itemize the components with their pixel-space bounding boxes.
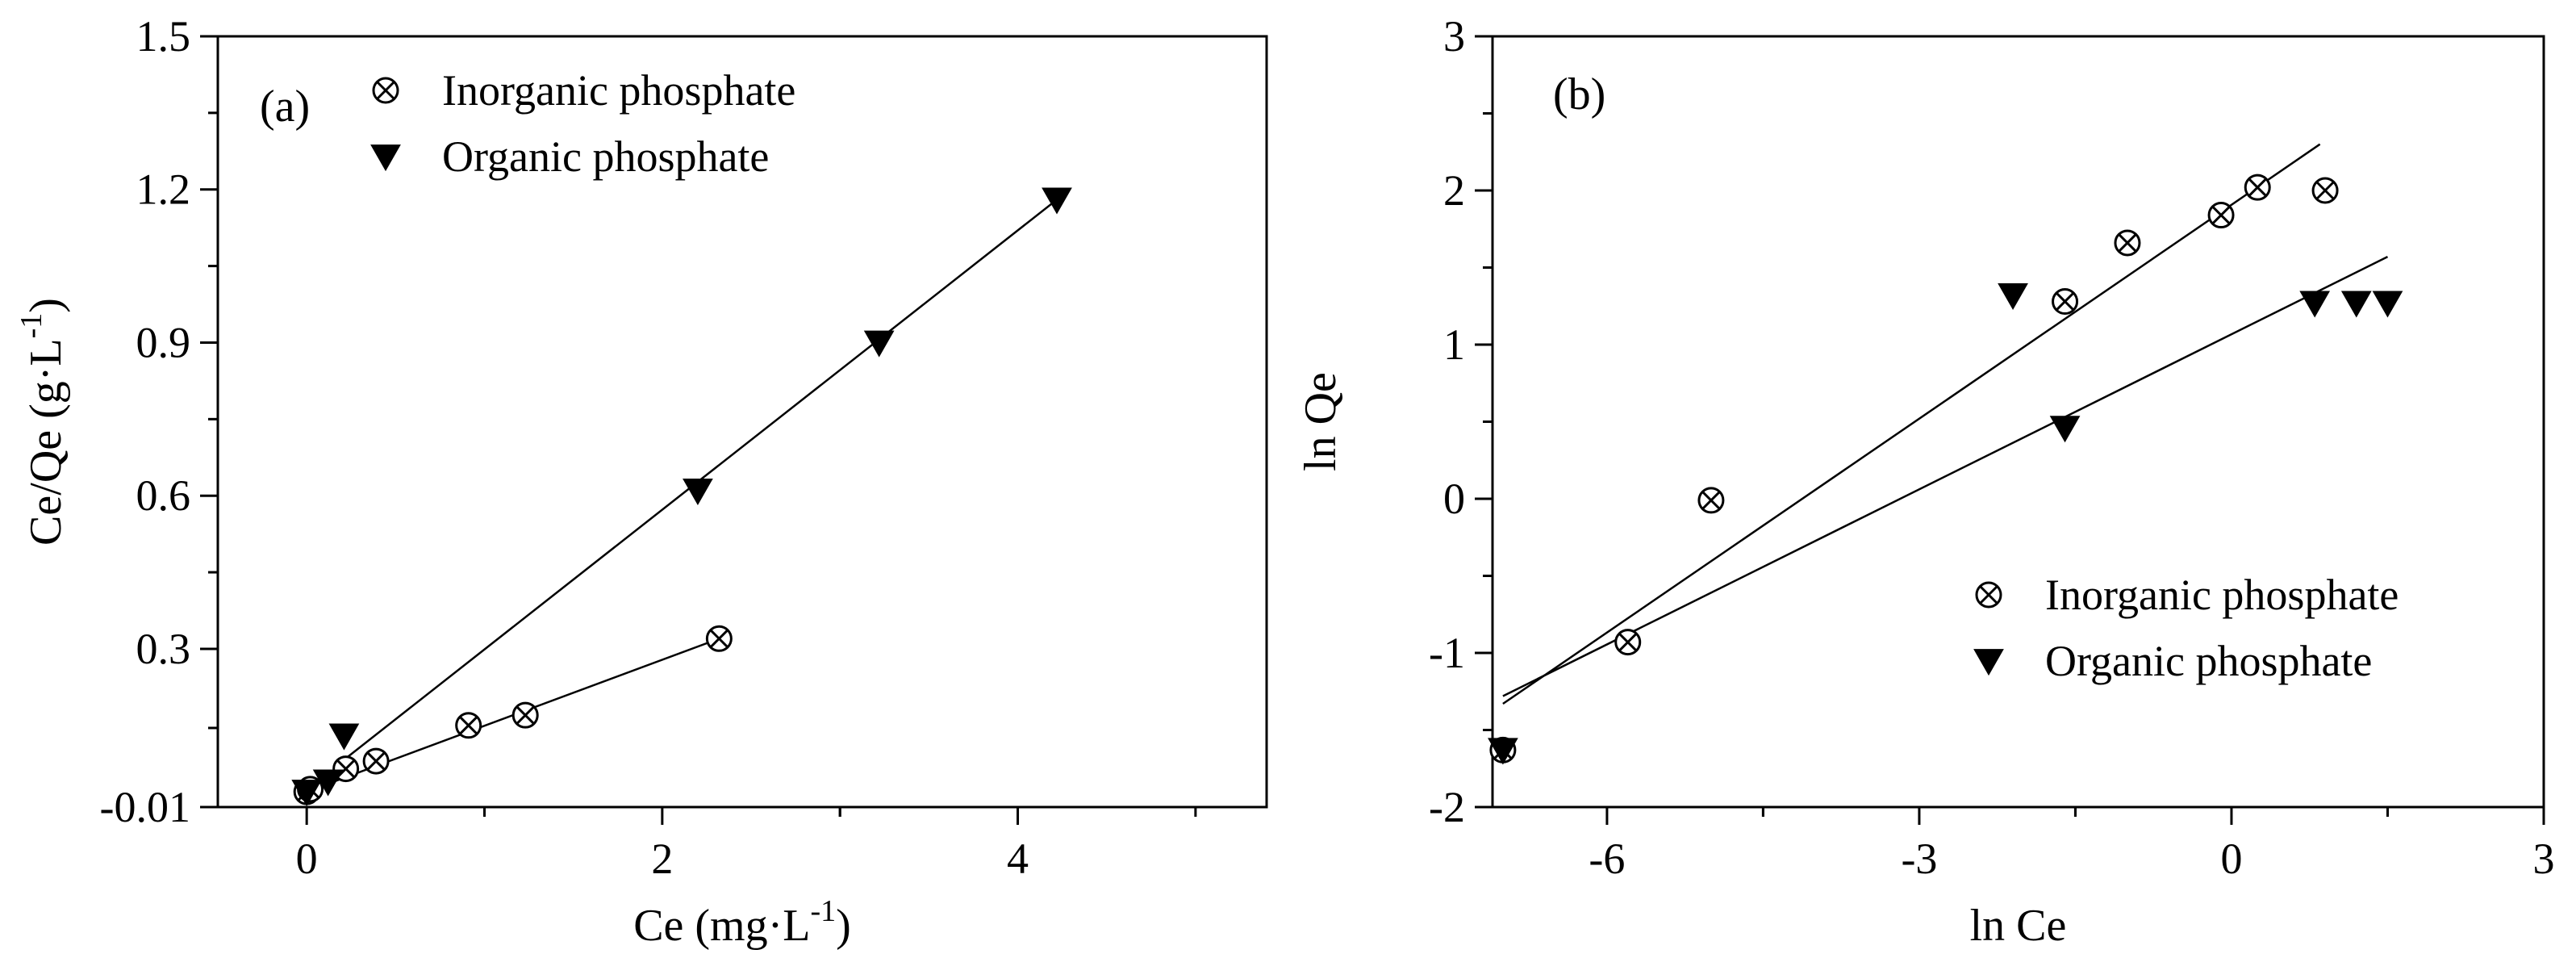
panel-b-panel-label: (b) bbox=[1553, 69, 1605, 119]
panel-b-ytick-label: 2 bbox=[1443, 166, 1465, 215]
panel-b-inorganic-point bbox=[1614, 629, 1642, 656]
panel-a-x-axis-label: Ce (mg·L-1) bbox=[633, 894, 851, 951]
panel-a-organic-point bbox=[683, 478, 713, 505]
panel-b-ytick-label: 3 bbox=[1443, 12, 1465, 61]
panel-a-ytick-label: -0.01 bbox=[100, 783, 190, 831]
panel-b-y-axis-label: ln Qe bbox=[1296, 372, 1346, 471]
panel-a-organic-point bbox=[1042, 187, 1072, 215]
panel-a-ytick-label: 1.5 bbox=[136, 12, 191, 61]
panel-a-xtick-label: 2 bbox=[651, 835, 673, 883]
panel-b-organic-point bbox=[2049, 416, 2081, 443]
panel-a-legend-organic-label: Organic phosphate bbox=[442, 132, 769, 181]
panel-a-organic-point bbox=[312, 769, 344, 797]
panel-b-x-axis-label: ln Ce bbox=[1970, 901, 2067, 951]
panel-b-organic-point bbox=[1998, 282, 2028, 310]
panel-b-organic-point bbox=[1488, 738, 1518, 765]
panel-a-y-axis-label: Ce/Qe (g·L-1) bbox=[15, 298, 71, 546]
panel-a-legend-inorganic-label: Inorganic phosphate bbox=[442, 66, 795, 115]
panel-a-xtick-label: 0 bbox=[296, 835, 318, 883]
panel-a: 0 2 4 -0.01 0.3 0.6 0.9 1.2 1.5 Ce (mg·L-1) Ce/Qe … bbox=[15, 12, 1268, 951]
panel-b-inorganic-point bbox=[2207, 202, 2235, 229]
panel-b-inorganic-point bbox=[2114, 229, 2141, 257]
panel-b-plot-frame bbox=[1491, 35, 2545, 809]
panel-a-organic-point bbox=[863, 330, 895, 358]
panel-b-ytick-label: 1 bbox=[1443, 320, 1465, 369]
panel-a-inorganic-point bbox=[455, 712, 482, 739]
panel-b-xtick-label: -3 bbox=[1901, 835, 1937, 883]
panel-a-legend-organic-marker bbox=[370, 144, 401, 172]
panel-b-inorganic-fit-line bbox=[1502, 143, 2321, 705]
panel-b-organic-point bbox=[2340, 291, 2372, 318]
panel-b-ytick-label: 0 bbox=[1443, 475, 1465, 523]
panel-a-ytick-label: 0.9 bbox=[136, 318, 191, 366]
panel-a-legend-inorganic-marker bbox=[372, 77, 399, 104]
panel-b-inorganic-point bbox=[2244, 174, 2271, 201]
panel-b-legend-inorganic-marker bbox=[1975, 581, 2002, 609]
panel-a-ytick-label: 0.6 bbox=[136, 471, 191, 520]
panel-b-xtick-label: 3 bbox=[2533, 835, 2555, 883]
panel-b-legend-organic-marker bbox=[1973, 649, 2004, 676]
panel-b-legend-inorganic-label: Inorganic phosphate bbox=[2045, 571, 2399, 619]
panel-b-inorganic-point bbox=[2052, 288, 2079, 316]
panel-b-ytick-label: -1 bbox=[1429, 629, 1465, 677]
panel-b-legend-organic-label: Organic phosphate bbox=[2045, 637, 2372, 685]
panel-a-inorganic-point bbox=[705, 625, 733, 652]
panel-a-panel-label: (a) bbox=[260, 82, 310, 132]
panel-a-inorganic-point bbox=[362, 747, 390, 775]
panel-a-plot-frame bbox=[216, 35, 1268, 809]
panel-b-xtick-label: 0 bbox=[2220, 835, 2242, 883]
panel-a-organic-point bbox=[291, 780, 323, 807]
panel-b-organic-point bbox=[2299, 291, 2331, 318]
panel-b-inorganic-point bbox=[1697, 487, 1725, 514]
panel-a-organic-point bbox=[328, 723, 360, 751]
panel-a-ytick-label: 1.2 bbox=[136, 165, 191, 214]
panel-a-ytick-label: 0.3 bbox=[136, 625, 191, 673]
panel-b-xtick-label: -6 bbox=[1589, 835, 1625, 883]
panel-b: -6 -3 0 3 -2 -1 0 1 2 3 ln Ce ln Qe (b) Inorganic pho… bbox=[1296, 12, 2555, 951]
panel-b-organic-fit-line bbox=[1502, 256, 2389, 697]
panel-b-inorganic-point bbox=[2311, 177, 2339, 204]
panel-b-ytick-label: -2 bbox=[1429, 783, 1465, 831]
panel-a-inorganic-point bbox=[511, 701, 539, 729]
panel-a-xtick-label: 4 bbox=[1007, 835, 1029, 883]
panel-b-organic-point bbox=[2372, 291, 2403, 318]
